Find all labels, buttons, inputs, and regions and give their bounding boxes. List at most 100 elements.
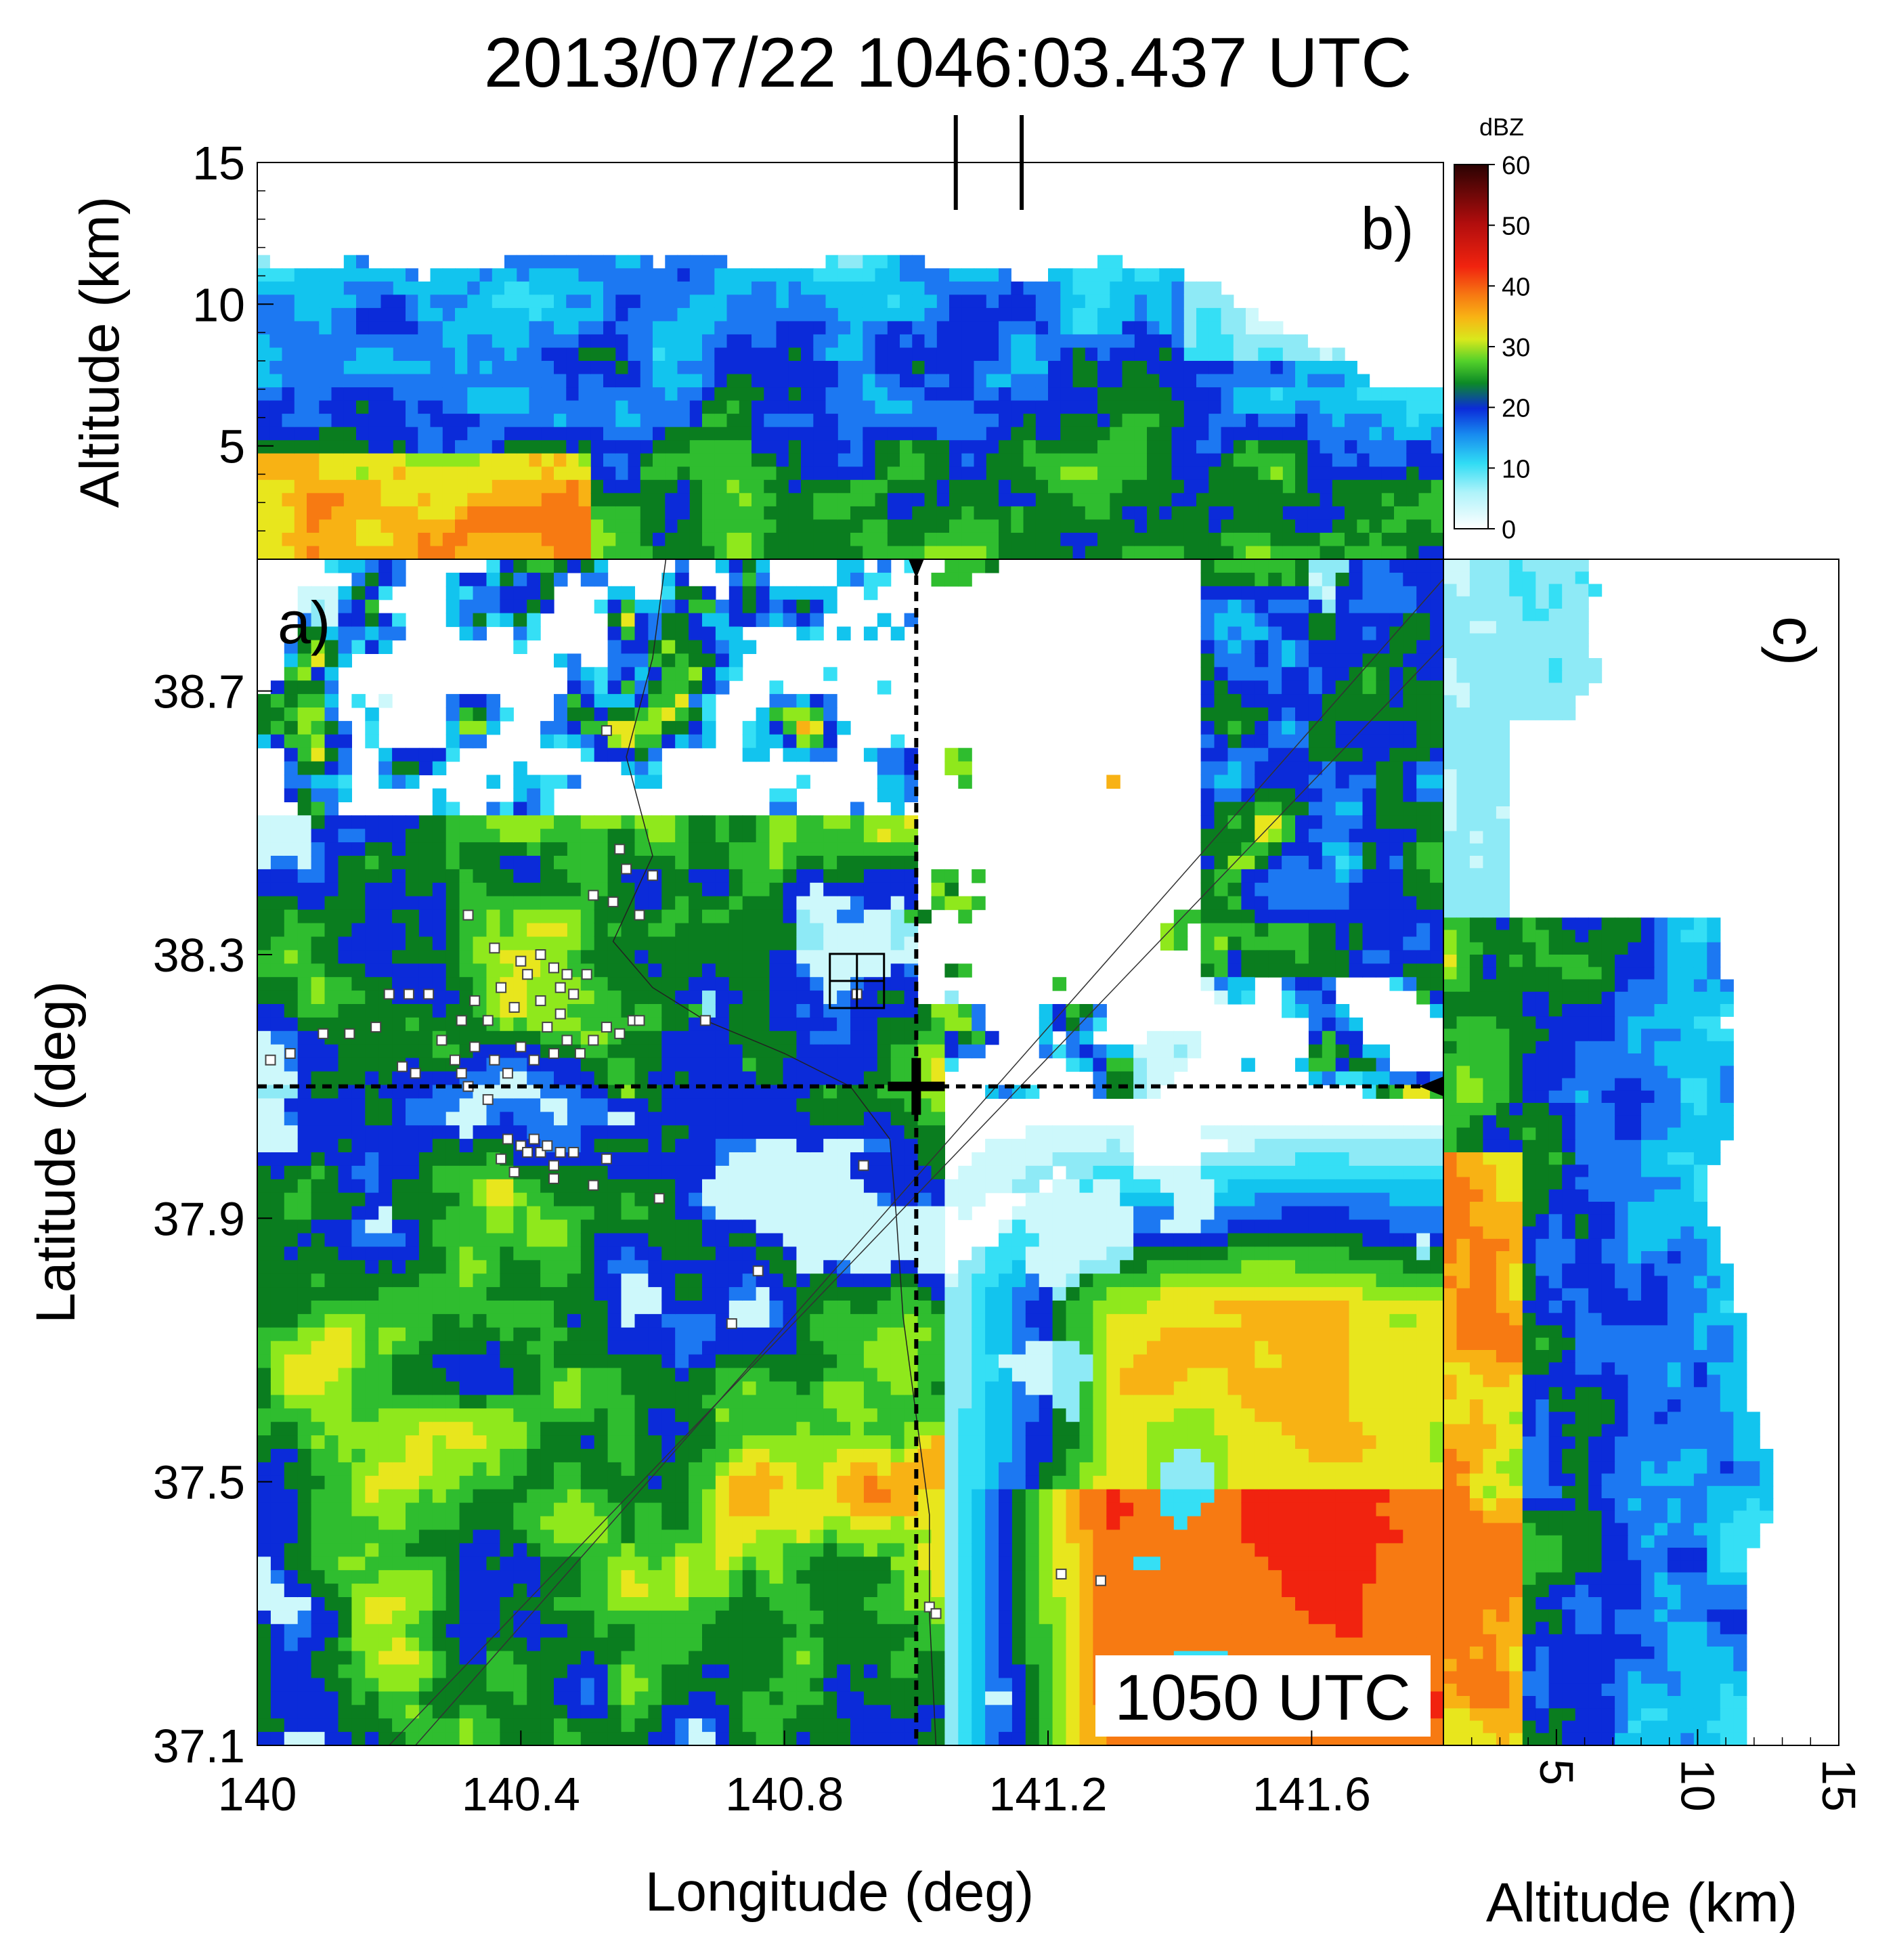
- reflectivity-cell: [756, 1368, 770, 1382]
- reflectivity-cell: [284, 869, 299, 884]
- reflectivity-cell: [324, 667, 339, 681]
- reflectivity-cell: [675, 1246, 689, 1261]
- reflectivity-cell: [1200, 572, 1215, 587]
- reflectivity-cell: [445, 1705, 460, 1719]
- reflectivity-cell: [1173, 1313, 1188, 1328]
- reflectivity-cell: [351, 640, 366, 654]
- reflectivity-cell: [702, 923, 716, 937]
- reflectivity-cell: [783, 1651, 797, 1665]
- reflectivity-cell: [769, 963, 783, 978]
- reflectivity-cell: [486, 720, 500, 735]
- reflectivity-cell: [742, 1691, 757, 1705]
- reflectivity-cell: [783, 613, 797, 628]
- reflectivity-cell: [594, 842, 609, 856]
- reflectivity-cell: [1039, 1192, 1053, 1207]
- reflectivity-cell: [1093, 1260, 1107, 1274]
- reflectivity-cell: [324, 829, 339, 843]
- reflectivity-cell: [338, 734, 352, 749]
- reflectivity-cell: [580, 747, 595, 762]
- reflectivity-cell: [1160, 1219, 1175, 1234]
- reflectivity-cell: [1011, 1381, 1026, 1395]
- reflectivity-cell: [823, 1192, 837, 1207]
- reflectivity-cell: [877, 1691, 892, 1705]
- reflectivity-cell: [769, 599, 783, 614]
- reflectivity-cell: [1214, 882, 1228, 897]
- reflectivity-cell: [728, 1044, 743, 1059]
- reflectivity-cell: [445, 1543, 460, 1557]
- reflectivity-cell: [432, 1475, 447, 1490]
- reflectivity-cell: [728, 599, 743, 614]
- reflectivity-cell: [877, 896, 892, 911]
- reflectivity-cell: [756, 1475, 770, 1490]
- reflectivity-cell: [527, 1529, 541, 1544]
- reflectivity-cell: [445, 1408, 460, 1422]
- reflectivity-cell: [540, 1529, 554, 1544]
- reflectivity-cell: [324, 1475, 339, 1490]
- reflectivity-cell: [1066, 1017, 1080, 1032]
- reflectivity-cell: [486, 815, 500, 829]
- reflectivity-cell: [931, 1058, 945, 1072]
- reflectivity-cell: [675, 1691, 689, 1705]
- reflectivity-cell: [756, 1435, 770, 1450]
- reflectivity-cell: [378, 1327, 393, 1342]
- reflectivity-cell: [972, 1610, 986, 1625]
- reflectivity-cell: [715, 559, 730, 573]
- reflectivity-cell: [1025, 1341, 1040, 1355]
- reflectivity-cell: [1052, 1341, 1067, 1355]
- reflectivity-cell: [1120, 1475, 1134, 1490]
- reflectivity-cell: [931, 1219, 945, 1234]
- reflectivity-cell: [621, 1584, 635, 1598]
- reflectivity-cell: [1187, 1301, 1202, 1315]
- reflectivity-cell: [473, 909, 487, 924]
- reflectivity-cell: [769, 1233, 783, 1247]
- reflectivity-cell: [810, 707, 824, 722]
- reflectivity-cell: [270, 1112, 285, 1126]
- reflectivity-cell: [338, 1556, 352, 1571]
- reflectivity-cell: [513, 1354, 527, 1369]
- reflectivity-cell: [648, 882, 662, 897]
- reflectivity-cell: [540, 1004, 554, 1018]
- reflectivity-cell: [890, 1718, 905, 1733]
- reflectivity-cell: [594, 990, 609, 1005]
- reflectivity-cell: [554, 1408, 568, 1422]
- reflectivity-cell: [810, 1543, 824, 1557]
- reflectivity-cell: [675, 1125, 689, 1139]
- reflectivity-cell: [728, 963, 743, 978]
- reflectivity-cell: [769, 1152, 783, 1167]
- reflectivity-cell: [311, 586, 326, 601]
- reflectivity-cell: [742, 1139, 757, 1153]
- reflectivity-cell: [1093, 1354, 1107, 1369]
- reflectivity-cell: [890, 1341, 905, 1355]
- reflectivity-cell: [837, 1125, 851, 1139]
- reflectivity-cell: [756, 1651, 770, 1665]
- reflectivity-cell: [715, 1246, 730, 1261]
- reflectivity-cell: [1200, 936, 1215, 951]
- reflectivity-cell: [445, 1732, 460, 1746]
- reflectivity-cell: [675, 707, 689, 722]
- reflectivity-cell: [607, 1044, 622, 1059]
- reflectivity-cell: [406, 1489, 420, 1504]
- reflectivity-cell: [1120, 1152, 1134, 1167]
- reflectivity-cell: [270, 1192, 285, 1207]
- reflectivity-cell: [715, 1462, 730, 1477]
- reflectivity-cell: [648, 990, 662, 1005]
- reflectivity-cell: [850, 1664, 865, 1678]
- reflectivity-cell: [486, 1584, 500, 1598]
- reflectivity-cell: [1133, 1246, 1148, 1261]
- reflectivity-cell: [715, 1327, 730, 1342]
- reflectivity-cell: [513, 1381, 527, 1395]
- reflectivity-cell: [1214, 950, 1228, 964]
- reflectivity-cell: [634, 1691, 649, 1705]
- reflectivity-cell: [702, 1071, 716, 1085]
- reflectivity-cell: [850, 802, 865, 816]
- reflectivity-cell: [567, 1165, 582, 1180]
- reflectivity-cell: [270, 909, 285, 924]
- reflectivity-cell: [783, 977, 797, 991]
- reflectivity-cell: [284, 1004, 299, 1018]
- reflectivity-cell: [445, 1125, 460, 1139]
- reflectivity-cell: [311, 869, 326, 884]
- reflectivity-cell: [1025, 1475, 1040, 1490]
- reflectivity-cell: [1160, 1381, 1175, 1395]
- reflectivity-cell: [1147, 1543, 1161, 1557]
- reflectivity-cell: [863, 950, 878, 964]
